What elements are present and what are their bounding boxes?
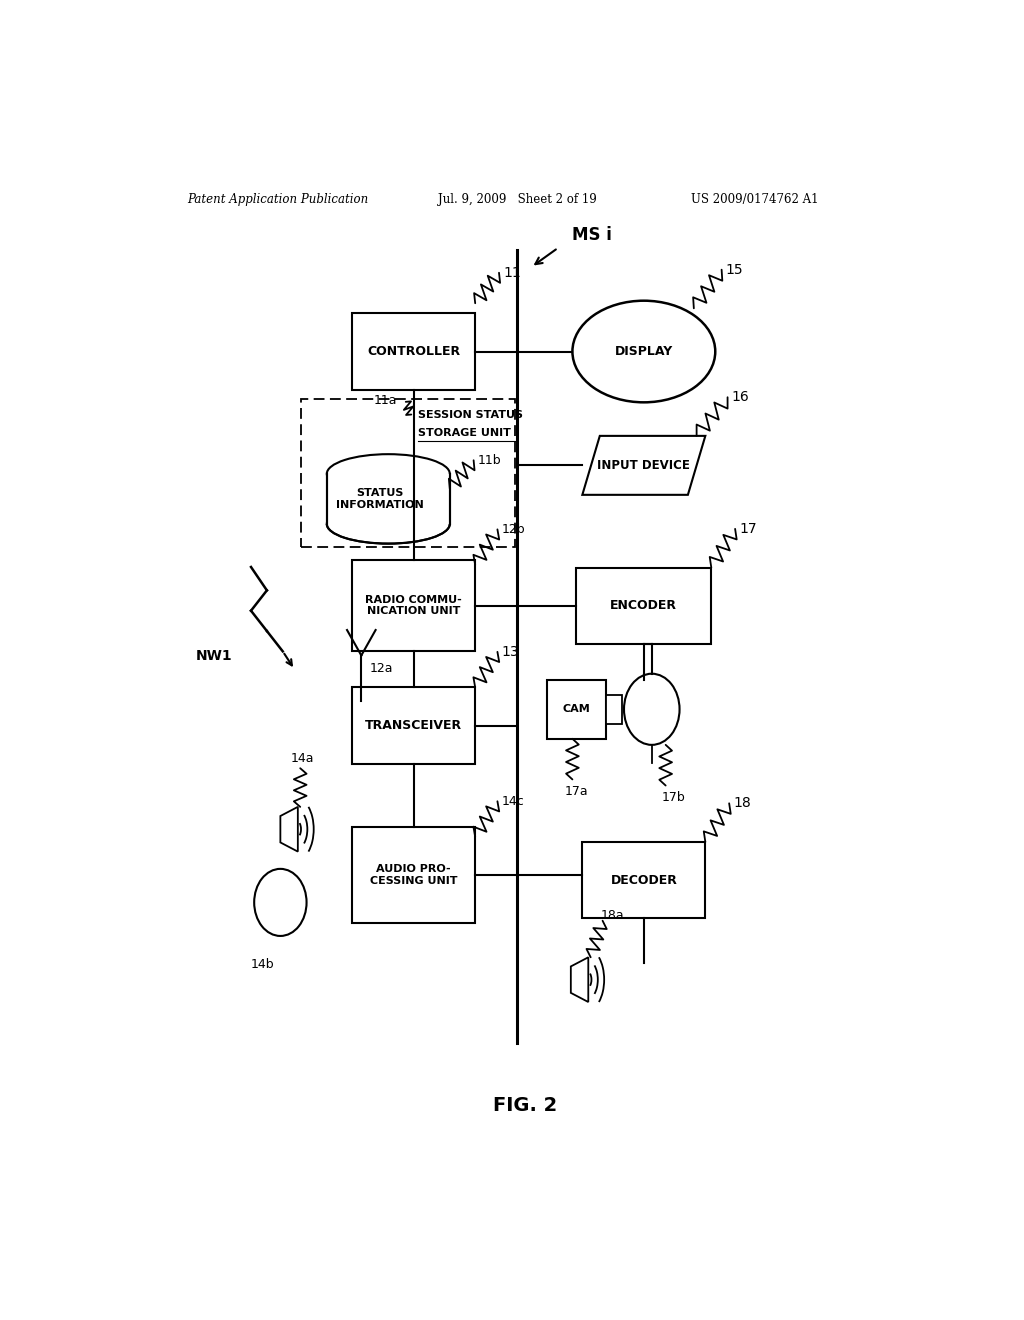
Text: INPUT DEVICE: INPUT DEVICE bbox=[597, 459, 690, 471]
Text: SESSION STATUS: SESSION STATUS bbox=[418, 409, 522, 420]
Text: CAM: CAM bbox=[562, 705, 590, 714]
Polygon shape bbox=[281, 807, 298, 851]
FancyBboxPatch shape bbox=[547, 680, 606, 739]
Text: 15: 15 bbox=[726, 263, 743, 277]
Text: DISPLAY: DISPLAY bbox=[614, 345, 673, 358]
Text: 13: 13 bbox=[502, 645, 519, 659]
Bar bbox=[301, 399, 515, 546]
Text: TRANSCEIVER: TRANSCEIVER bbox=[366, 719, 462, 733]
FancyBboxPatch shape bbox=[583, 842, 706, 919]
Text: NW1: NW1 bbox=[196, 649, 232, 664]
Text: Patent Application Publication: Patent Application Publication bbox=[187, 193, 369, 206]
Ellipse shape bbox=[327, 454, 450, 494]
Text: 18: 18 bbox=[733, 796, 751, 810]
Text: DECODER: DECODER bbox=[610, 874, 677, 887]
FancyBboxPatch shape bbox=[352, 313, 475, 389]
Text: MS i: MS i bbox=[572, 226, 612, 244]
FancyBboxPatch shape bbox=[606, 696, 622, 723]
Text: 11: 11 bbox=[503, 265, 521, 280]
Text: 12b: 12b bbox=[502, 523, 525, 536]
FancyBboxPatch shape bbox=[352, 826, 475, 923]
Ellipse shape bbox=[327, 504, 450, 544]
Text: 16: 16 bbox=[731, 391, 750, 404]
Polygon shape bbox=[570, 957, 588, 1002]
Text: ENCODER: ENCODER bbox=[610, 599, 677, 612]
Text: 17a: 17a bbox=[564, 785, 588, 799]
Bar bbox=[327, 474, 450, 524]
FancyBboxPatch shape bbox=[352, 688, 475, 764]
Text: STORAGE UNIT: STORAGE UNIT bbox=[418, 428, 511, 438]
Text: 14b: 14b bbox=[250, 958, 273, 972]
FancyBboxPatch shape bbox=[352, 560, 475, 651]
Text: RADIO COMMU-
NICATION UNIT: RADIO COMMU- NICATION UNIT bbox=[366, 595, 462, 616]
Text: 17: 17 bbox=[739, 521, 757, 536]
FancyBboxPatch shape bbox=[577, 568, 712, 644]
Text: 12a: 12a bbox=[370, 663, 393, 675]
Text: Jul. 9, 2009   Sheet 2 of 19: Jul. 9, 2009 Sheet 2 of 19 bbox=[437, 193, 596, 206]
Text: AUDIO PRO-
CESSING UNIT: AUDIO PRO- CESSING UNIT bbox=[370, 865, 458, 886]
Text: 14c: 14c bbox=[502, 795, 524, 808]
Text: STATUS
INFORMATION: STATUS INFORMATION bbox=[337, 488, 424, 510]
Text: 11a: 11a bbox=[374, 393, 397, 407]
Text: CONTROLLER: CONTROLLER bbox=[368, 345, 460, 358]
Text: 18a: 18a bbox=[601, 909, 625, 923]
Text: 14a: 14a bbox=[291, 751, 314, 764]
Polygon shape bbox=[583, 436, 706, 495]
Circle shape bbox=[254, 869, 306, 936]
Circle shape bbox=[624, 673, 680, 744]
Text: 17b: 17b bbox=[662, 791, 685, 804]
Text: US 2009/0174762 A1: US 2009/0174762 A1 bbox=[691, 193, 819, 206]
Ellipse shape bbox=[572, 301, 715, 403]
Text: 11b: 11b bbox=[477, 454, 501, 467]
Text: FIG. 2: FIG. 2 bbox=[493, 1096, 557, 1115]
